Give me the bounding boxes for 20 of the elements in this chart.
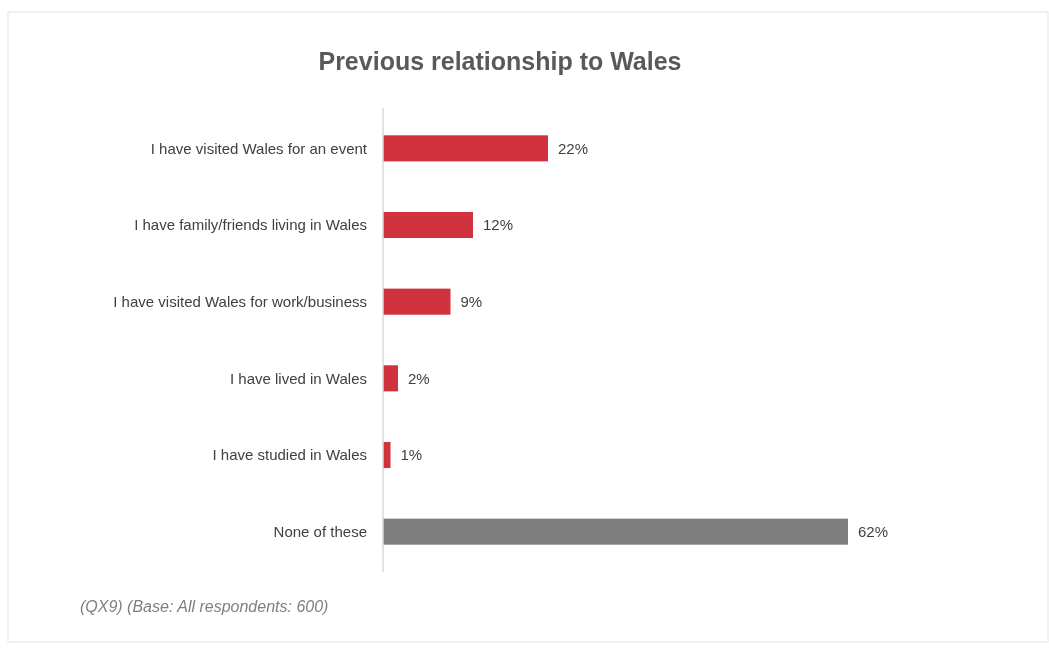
data-label: 12% [483, 216, 514, 234]
y-tick-label: I have visited Wales for an event [150, 139, 368, 157]
data-label: 22% [558, 139, 589, 157]
bar [383, 135, 548, 162]
bar [383, 518, 848, 545]
y-tick-label: I have family/friends living in Wales [134, 216, 367, 234]
chart-title: Previous relationship to Wales [318, 47, 682, 75]
bar [383, 211, 473, 239]
y-tick-label: I have lived in Wales [229, 369, 367, 387]
text: (QX9) (Base: All respondents: 600) [80, 598, 329, 615]
y-tick-label: None of these [273, 522, 367, 540]
y-tick-label: I have studied in Wales [212, 446, 367, 464]
data-label: 62% [858, 522, 889, 540]
bar [383, 365, 398, 392]
bar [383, 441, 391, 469]
data-label: 1% [400, 446, 423, 464]
bar [383, 288, 451, 315]
data-label: 2% [408, 369, 430, 387]
data-label: 9% [460, 292, 483, 310]
y-tick-label: I have visited Wales for work/business [113, 292, 367, 310]
